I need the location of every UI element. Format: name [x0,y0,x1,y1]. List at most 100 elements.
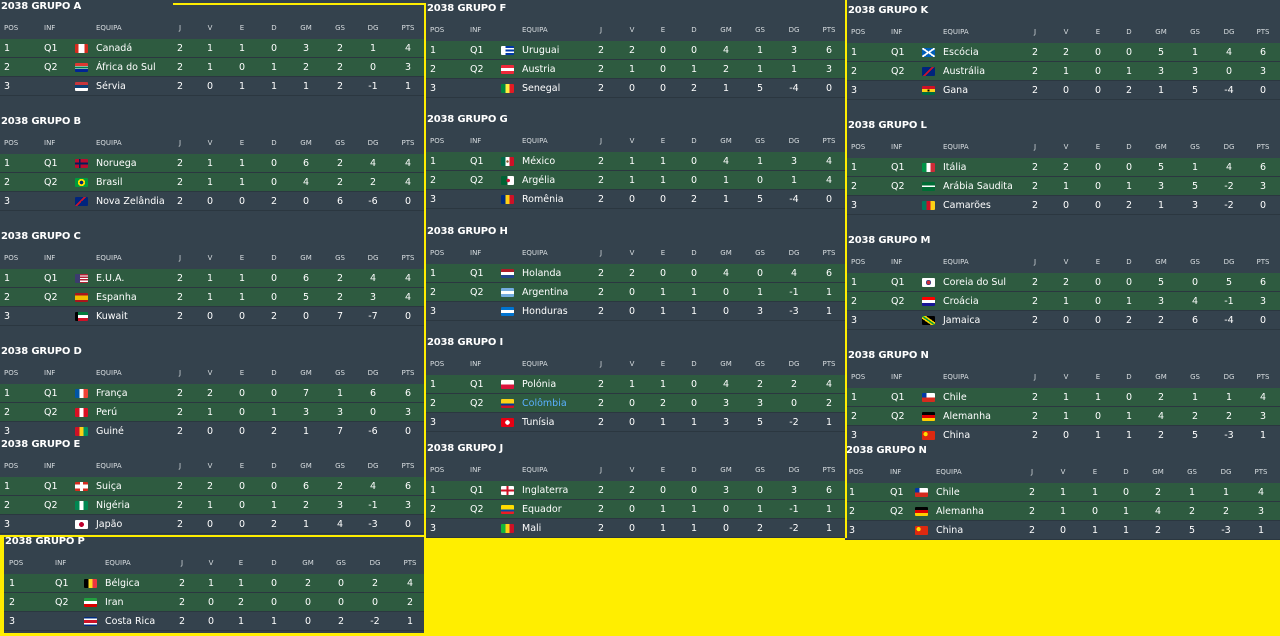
column-header-inf[interactable]: INF [44,254,56,262]
column-header-v[interactable]: V [1063,28,1069,36]
table-row[interactable]: 2 Q2 África do Sul 2 1 0 1 2 2 0 3 [0,58,425,77]
column-header-team[interactable]: EQUIPA [96,254,122,262]
column-header-inf[interactable]: INF [44,462,56,470]
column-header-pts[interactable]: PTS [1254,468,1268,476]
table-row[interactable]: 2 Q2 Argélia 2 1 1 0 1 0 1 4 [426,171,845,190]
column-header-gm[interactable]: GM [300,369,312,377]
column-header-d[interactable]: D [1126,143,1132,151]
column-header-gs[interactable]: GS [335,24,345,32]
column-header-e[interactable]: E [660,249,666,257]
team-name[interactable]: Mali [522,523,542,534]
column-header-j[interactable]: J [599,26,603,34]
column-header-pos[interactable]: POS [430,249,445,257]
table-row[interactable]: 2 Q2 Brasil 2 1 1 0 4 2 2 4 [0,173,425,192]
table-row[interactable]: 3 Romênia 2 0 0 2 1 5 -4 0 [426,190,845,209]
column-header-team[interactable]: EQUIPA [943,28,969,36]
team-name[interactable]: Argentina [522,287,569,298]
table-row[interactable]: 2 Q2 Arábia Saudita 2 1 0 1 3 5 -2 3 [847,177,1280,196]
column-header-team[interactable]: EQUIPA [96,139,122,147]
column-header-d[interactable]: D [1126,373,1132,381]
column-header-gm[interactable]: GM [300,139,312,147]
column-header-team[interactable]: EQUIPA [522,466,548,474]
table-row[interactable]: 2 Q2 Alemanha 2 1 0 1 4 2 2 3 [847,407,1280,426]
team-name[interactable]: Escócia [943,47,979,58]
column-header-pos[interactable]: POS [430,137,445,145]
column-header-gm[interactable]: GM [1155,373,1167,381]
column-header-v[interactable]: V [208,559,214,567]
column-header-v[interactable]: V [629,137,635,145]
column-header-pts[interactable]: PTS [822,137,836,145]
column-header-gm[interactable]: GM [302,559,314,567]
column-header-pts[interactable]: PTS [401,24,415,32]
table-row[interactable]: 3 Honduras 2 0 1 1 0 3 -3 1 [426,302,845,321]
column-header-gs[interactable]: GS [335,462,345,470]
team-name[interactable]: Japão [96,519,123,530]
table-row[interactable]: 3 Tunísia 2 0 1 1 3 5 -2 1 [426,413,845,432]
team-name[interactable]: México [522,156,556,167]
column-header-team[interactable]: EQUIPA [105,559,131,567]
column-header-e[interactable]: E [660,360,666,368]
column-header-e[interactable]: E [238,559,244,567]
team-name[interactable]: Croácia [943,296,979,307]
column-header-pos[interactable]: POS [430,26,445,34]
column-header-e[interactable]: E [1095,258,1101,266]
column-header-inf[interactable]: INF [44,24,56,32]
column-header-team[interactable]: EQUIPA [936,468,962,476]
table-row[interactable]: 2 Q2 Argentina 2 0 1 1 0 1 -1 1 [426,283,845,302]
column-header-j[interactable]: J [178,462,182,470]
column-header-gm[interactable]: GM [300,462,312,470]
team-name[interactable]: China [943,430,971,441]
team-name[interactable]: China [936,525,964,536]
column-header-gm[interactable]: GM [1155,143,1167,151]
column-header-inf[interactable]: INF [470,466,482,474]
table-row[interactable]: 1 Q1 México 2 1 1 0 4 1 3 4 [426,152,845,171]
team-name[interactable]: Tunísia [522,417,555,428]
column-header-e[interactable]: E [239,462,245,470]
column-header-d[interactable]: D [691,137,697,145]
column-header-inf[interactable]: INF [891,373,903,381]
column-header-e[interactable]: E [1095,373,1101,381]
table-row[interactable]: 2 Q2 Austria 2 1 0 1 2 1 1 3 [426,60,845,79]
team-name[interactable]: Austria [522,64,556,75]
column-header-gs[interactable]: GS [755,466,765,474]
column-header-d[interactable]: D [1126,258,1132,266]
column-header-j[interactable]: J [1030,468,1034,476]
table-row[interactable]: 3 Gana 2 0 0 2 1 5 -4 0 [847,81,1280,100]
column-header-dg[interactable]: DG [367,24,379,32]
column-header-gs[interactable]: GS [755,249,765,257]
column-header-e[interactable]: E [239,24,245,32]
column-header-e[interactable]: E [660,137,666,145]
column-header-v[interactable]: V [629,466,635,474]
column-header-gs[interactable]: GS [1190,28,1200,36]
column-header-v[interactable]: V [1063,143,1069,151]
table-row[interactable]: 2 Q2 Espanha 2 1 1 0 5 2 3 4 [0,288,425,307]
column-header-j[interactable]: J [180,559,184,567]
column-header-dg[interactable]: DG [367,462,379,470]
column-header-d[interactable]: D [1126,28,1132,36]
column-header-gs[interactable]: GS [1187,468,1197,476]
table-row[interactable]: 1 Q1 Escócia 2 2 0 0 5 1 4 6 [847,43,1280,62]
team-name[interactable]: Coreia do Sul [943,277,1007,288]
column-header-gm[interactable]: GM [720,466,732,474]
column-header-gm[interactable]: GM [1155,258,1167,266]
column-header-pos[interactable]: POS [851,258,866,266]
column-header-e[interactable]: E [660,466,666,474]
column-header-pts[interactable]: PTS [1256,258,1270,266]
column-header-e[interactable]: E [1095,143,1101,151]
table-row[interactable]: 1 Q1 Chile 2 1 1 0 2 1 1 4 [845,483,1280,502]
column-header-pts[interactable]: PTS [822,360,836,368]
column-header-pts[interactable]: PTS [822,249,836,257]
team-name[interactable]: Alemanha [943,411,991,422]
column-header-v[interactable]: V [207,139,213,147]
column-header-inf[interactable]: INF [891,143,903,151]
team-name[interactable]: Arábia Saudita [943,181,1013,192]
column-header-v[interactable]: V [1063,258,1069,266]
column-header-pts[interactable]: PTS [1256,28,1270,36]
column-header-v[interactable]: V [207,254,213,262]
team-name[interactable]: Suiça [96,481,122,492]
table-row[interactable]: 3 China 2 0 1 1 2 5 -3 1 [845,521,1280,540]
column-header-pts[interactable]: PTS [403,559,417,567]
column-header-pts[interactable]: PTS [401,139,415,147]
team-name[interactable]: Bélgica [105,578,140,589]
column-header-v[interactable]: V [629,249,635,257]
